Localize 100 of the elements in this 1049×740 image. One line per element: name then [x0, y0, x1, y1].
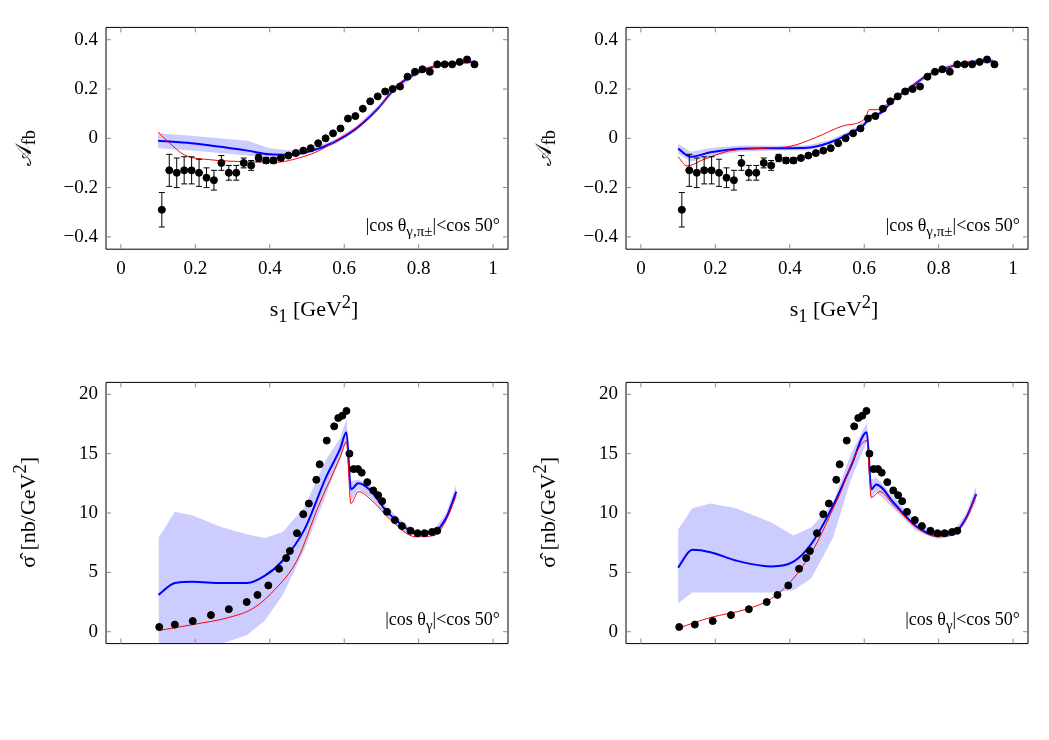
point — [413, 528, 422, 537]
point — [862, 406, 871, 415]
point — [170, 620, 179, 629]
point — [926, 526, 935, 535]
point — [329, 129, 338, 138]
point — [396, 82, 405, 91]
x-tick-label: 0.2 — [183, 256, 208, 278]
point — [403, 72, 412, 81]
point — [802, 553, 811, 562]
annotation: |cos θ$_{γ}$|<cos 50° — [385, 609, 500, 634]
point — [708, 616, 717, 625]
point — [700, 166, 709, 175]
point — [180, 166, 189, 175]
point — [968, 60, 977, 69]
y-tick-label: 15 — [599, 441, 618, 463]
point — [923, 72, 932, 81]
point — [291, 149, 300, 158]
point — [878, 104, 887, 113]
point — [707, 166, 716, 175]
point — [835, 460, 844, 469]
point — [322, 436, 331, 445]
x-tick-label: 0.4 — [257, 256, 283, 278]
point — [901, 87, 910, 96]
x-tick-label: 0 — [636, 256, 646, 278]
point — [692, 168, 701, 177]
x-tick-label: 0.8 — [406, 256, 431, 278]
point — [187, 166, 196, 175]
point — [762, 597, 771, 606]
point — [157, 205, 166, 214]
x-axis-title: s$_{1}$ [GeV$^{2}$] — [268, 292, 360, 327]
annotation: |cos θ$_{γ}$|<cos 50° — [905, 609, 1020, 634]
point — [908, 85, 917, 94]
point — [448, 60, 457, 69]
point — [990, 60, 999, 69]
y-tick-label: −0.4 — [63, 224, 99, 246]
point — [155, 622, 164, 631]
point — [388, 85, 397, 94]
point — [440, 60, 449, 69]
point — [849, 129, 858, 138]
point — [773, 590, 782, 599]
point — [420, 528, 429, 537]
y-tick-label: −0.4 — [583, 224, 619, 246]
point — [312, 475, 321, 484]
point — [285, 546, 294, 555]
point — [841, 134, 850, 143]
point — [917, 521, 926, 530]
point — [433, 526, 442, 535]
point — [945, 67, 954, 76]
point — [784, 581, 793, 590]
point — [242, 597, 251, 606]
point — [819, 509, 828, 518]
point — [824, 499, 833, 508]
point — [737, 158, 746, 167]
point — [975, 57, 984, 66]
point — [275, 564, 284, 573]
point — [188, 616, 197, 625]
point — [330, 422, 339, 431]
point — [805, 546, 814, 555]
point — [883, 477, 892, 486]
point — [299, 509, 308, 518]
point — [232, 168, 241, 177]
point — [381, 87, 390, 96]
point — [369, 486, 378, 495]
point — [410, 67, 419, 76]
point — [863, 114, 872, 123]
y-tick-label: 0 — [88, 619, 98, 641]
point — [321, 134, 330, 143]
point — [351, 112, 360, 121]
point — [463, 55, 472, 64]
x-tick-label: 0 — [116, 256, 126, 278]
point — [406, 526, 415, 535]
y-tick-label: 10 — [599, 500, 618, 522]
point — [433, 60, 442, 69]
point — [677, 205, 686, 214]
line-series — [677, 430, 978, 569]
point — [850, 422, 859, 431]
point — [299, 146, 308, 155]
x-tick-label: 0.6 — [852, 256, 877, 278]
y-tick-label: 15 — [79, 441, 98, 463]
point — [685, 166, 694, 175]
point — [366, 97, 375, 106]
point — [933, 528, 942, 537]
point — [206, 610, 215, 619]
point — [378, 496, 387, 505]
point — [336, 124, 345, 133]
point — [345, 449, 354, 458]
point — [898, 496, 907, 505]
point — [953, 526, 962, 535]
point — [940, 528, 949, 537]
point — [930, 67, 939, 76]
point — [455, 57, 464, 66]
x-tick-label: 0.2 — [703, 256, 728, 278]
point — [819, 146, 828, 155]
y-tick-label: 0.2 — [74, 77, 98, 98]
point — [983, 55, 992, 64]
point — [306, 144, 315, 153]
point — [284, 151, 293, 160]
point — [253, 590, 262, 599]
point — [726, 610, 735, 619]
y-tick-label: 0.2 — [594, 77, 618, 98]
